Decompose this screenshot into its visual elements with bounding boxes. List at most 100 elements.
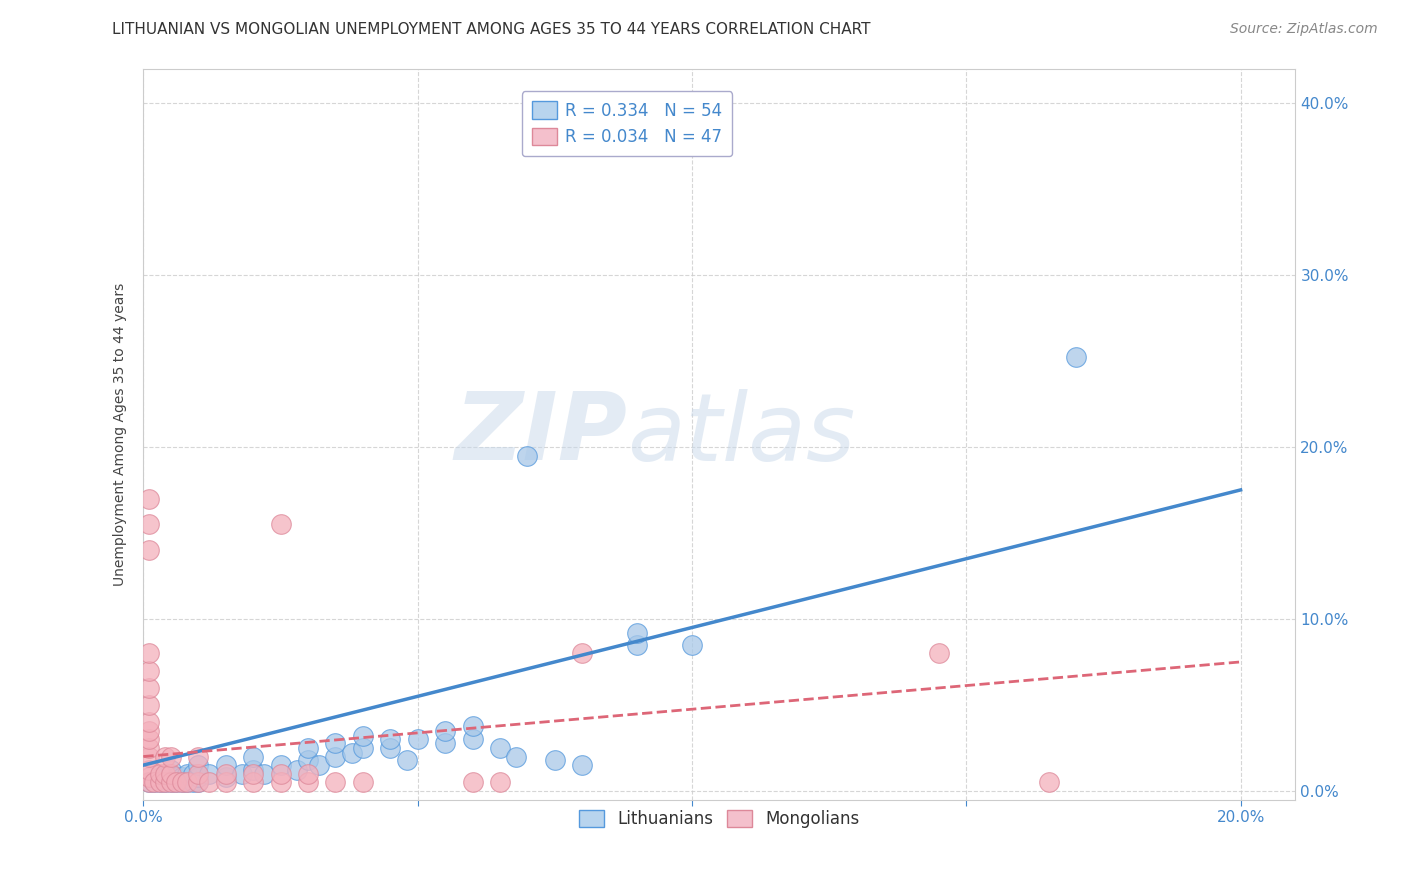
Point [198, 766, 221, 780]
Point [138, 681, 160, 695]
Point [187, 749, 209, 764]
Point [159, 749, 181, 764]
Point [406, 732, 429, 747]
Point [176, 775, 198, 789]
Legend: Lithuanians, Mongolians: Lithuanians, Mongolians [572, 804, 866, 835]
Point [544, 753, 567, 767]
Point [138, 715, 160, 730]
Point [352, 775, 374, 789]
Point [138, 775, 160, 789]
Point [155, 775, 177, 789]
Point [215, 770, 238, 784]
Point [626, 638, 648, 652]
Point [352, 729, 374, 743]
Point [187, 758, 209, 772]
Point [138, 740, 160, 755]
Point [149, 770, 172, 784]
Point [928, 646, 950, 660]
Point [270, 775, 292, 789]
Point [352, 740, 374, 755]
Point [380, 732, 402, 747]
Y-axis label: Unemployment Among Ages 35 to 44 years: Unemployment Among Ages 35 to 44 years [114, 283, 128, 586]
Point [155, 770, 177, 784]
Point [138, 775, 160, 789]
Point [242, 749, 264, 764]
Point [242, 766, 264, 780]
Point [270, 758, 292, 772]
Point [170, 775, 193, 789]
Point [461, 718, 484, 732]
Point [571, 646, 593, 660]
Point [297, 753, 319, 767]
Point [149, 766, 172, 780]
Point [138, 664, 160, 678]
Point [143, 775, 166, 789]
Point [159, 775, 181, 789]
Point [198, 775, 221, 789]
Point [143, 775, 166, 789]
Point [297, 766, 319, 780]
Text: LITHUANIAN VS MONGOLIAN UNEMPLOYMENT AMONG AGES 35 TO 44 YEARS CORRELATION CHART: LITHUANIAN VS MONGOLIAN UNEMPLOYMENT AMO… [112, 22, 870, 37]
Point [187, 775, 209, 789]
Point [138, 723, 160, 738]
Point [270, 517, 292, 532]
Point [176, 766, 198, 780]
Point [138, 764, 160, 778]
Point [340, 746, 363, 760]
Text: Source: ZipAtlas.com: Source: ZipAtlas.com [1230, 22, 1378, 37]
Point [297, 775, 319, 789]
Point [1038, 775, 1060, 789]
Point [434, 736, 457, 750]
Point [516, 449, 538, 463]
Point [159, 770, 181, 784]
Point [1064, 351, 1087, 365]
Point [626, 625, 648, 640]
Point [159, 775, 181, 789]
Text: atlas: atlas [627, 389, 855, 480]
Point [149, 775, 172, 789]
Point [181, 775, 204, 789]
Point [170, 770, 193, 784]
Point [159, 766, 181, 780]
Point [681, 638, 703, 652]
Point [215, 775, 238, 789]
Point [138, 491, 160, 506]
Point [285, 764, 308, 778]
Point [138, 517, 160, 532]
Point [395, 753, 418, 767]
Point [461, 775, 484, 789]
Point [155, 749, 177, 764]
Point [165, 775, 187, 789]
Point [489, 740, 512, 755]
Point [325, 775, 347, 789]
Point [231, 766, 253, 780]
Point [165, 770, 187, 784]
Point [138, 749, 160, 764]
Point [461, 732, 484, 747]
Point [253, 766, 276, 780]
Point [155, 766, 177, 780]
Point [187, 770, 209, 784]
Point [325, 736, 347, 750]
Point [242, 764, 264, 778]
Point [380, 740, 402, 755]
Point [181, 766, 204, 780]
Point [505, 749, 527, 764]
Point [489, 775, 512, 789]
Point [165, 775, 187, 789]
Point [138, 543, 160, 558]
Point [149, 775, 172, 789]
Point [155, 775, 177, 789]
Point [571, 758, 593, 772]
Point [325, 749, 347, 764]
Point [187, 775, 209, 789]
Point [138, 646, 160, 660]
Point [187, 766, 209, 780]
Point [215, 758, 238, 772]
Point [138, 770, 160, 784]
Point [170, 775, 193, 789]
Point [138, 732, 160, 747]
Point [297, 740, 319, 755]
Point [434, 723, 457, 738]
Point [242, 775, 264, 789]
